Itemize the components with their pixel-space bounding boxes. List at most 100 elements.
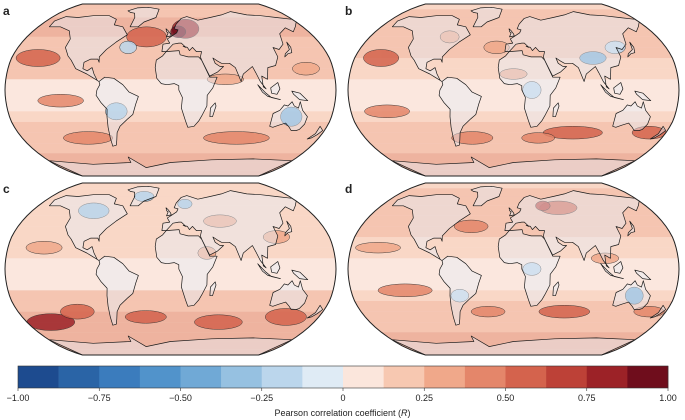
- lat-band: [348, 26, 679, 37]
- lat-band: [5, 58, 336, 69]
- lat-band: [348, 111, 679, 122]
- colorbar-title-text: Pearson correlation coefficient (: [274, 408, 401, 418]
- coastline-north-america: [48, 15, 128, 82]
- colorbar-tick-label: 0.25: [415, 393, 433, 403]
- anomaly-patch: [292, 62, 320, 76]
- anomaly-patch: [522, 262, 542, 276]
- colorbar-title-close: ): [407, 408, 411, 418]
- colorbar-tick-label: −0.75: [88, 393, 111, 403]
- anomaly-patch: [119, 40, 137, 54]
- coastline-greenland: [470, 6, 503, 28]
- lat-band: [348, 290, 679, 301]
- anomaly-patch: [364, 104, 410, 118]
- colorbar-tick-label: 0.75: [578, 393, 596, 403]
- lat-band: [348, 205, 679, 216]
- colorbar-segment: [505, 366, 547, 388]
- colorbar-segment: [343, 366, 384, 388]
- coastline-south-america: [438, 76, 482, 147]
- lat-band: [5, 183, 336, 189]
- anomaly-patch: [203, 214, 237, 228]
- lat-band: [348, 311, 679, 323]
- colorbar-segment: [180, 366, 222, 388]
- lat-band: [348, 162, 679, 171]
- anomaly-patch: [194, 314, 243, 330]
- coastline-antarctica: [391, 335, 636, 355]
- lat-band: [348, 170, 679, 176]
- coastline-japan: [284, 220, 293, 237]
- lat-band: [348, 322, 679, 333]
- coastline-madagascar: [209, 102, 217, 118]
- lat-band: [348, 279, 679, 291]
- anomaly-patch: [377, 283, 433, 297]
- coastline-new-zealand: [649, 125, 667, 140]
- colorbar-segment: [383, 366, 425, 388]
- coastline-borneo: [270, 82, 281, 95]
- coastline-japan: [627, 220, 636, 237]
- coastline-australia: [269, 101, 308, 131]
- coastline-madagascar: [552, 102, 560, 118]
- anomaly-patch: [177, 198, 193, 209]
- colorbar-segment: [18, 366, 59, 388]
- coastline-europe-asia: [504, 190, 640, 269]
- lat-band: [5, 79, 336, 90]
- coastline-indonesia: [600, 263, 624, 279]
- map-panels: [4, 3, 680, 356]
- lat-band: [348, 79, 679, 90]
- colorbar-segment: [424, 366, 466, 388]
- lat-band: [5, 9, 336, 18]
- lat-band: [348, 100, 679, 112]
- coastline-greenland: [127, 6, 160, 28]
- lat-band: [348, 4, 679, 10]
- colorbar-segment: [99, 366, 141, 388]
- lat-band: [5, 247, 336, 259]
- lat-band: [5, 341, 336, 350]
- anomaly-patch: [355, 242, 401, 254]
- anomaly-patch: [265, 308, 307, 326]
- anomaly-patch: [451, 131, 494, 145]
- coastline-new-guinea: [291, 90, 309, 102]
- lat-band: [348, 215, 679, 227]
- anomaly-patch: [579, 51, 607, 65]
- lat-band: [348, 188, 679, 197]
- coastline-antarctica: [48, 335, 293, 355]
- anomaly-patch: [604, 40, 626, 54]
- lat-band: [5, 47, 336, 59]
- lat-band: [5, 188, 336, 197]
- colorbar-segment: [261, 366, 303, 388]
- coastline-new-guinea: [291, 269, 309, 281]
- anomaly-patch: [63, 131, 114, 145]
- lat-band: [348, 183, 679, 189]
- coastline-new-zealand: [649, 304, 667, 319]
- lat-band: [5, 68, 336, 80]
- coastline-uk: [165, 207, 172, 217]
- anomaly-patch: [535, 200, 551, 211]
- anomaly-patch: [625, 286, 644, 305]
- anomaly-patch: [363, 49, 400, 67]
- colorbar-tick-label: 0: [340, 393, 345, 403]
- lat-band: [348, 196, 679, 206]
- lat-band: [348, 58, 679, 69]
- lat-band: [5, 332, 336, 342]
- lat-band: [5, 215, 336, 227]
- coastline-japan: [627, 41, 636, 58]
- anomaly-patch: [60, 303, 95, 320]
- lat-band: [348, 247, 679, 259]
- colorbar-segment: [546, 366, 588, 388]
- coastline-new-guinea: [634, 269, 652, 281]
- colorbar-segment: [58, 366, 100, 388]
- anomaly-patch: [483, 40, 510, 54]
- anomaly-patch: [262, 230, 290, 244]
- anomaly-patch: [522, 81, 542, 99]
- lat-band: [348, 237, 679, 248]
- coastline-new-zealand: [306, 304, 324, 319]
- coastline-japan: [284, 41, 293, 58]
- colorbar-segment: [586, 366, 628, 388]
- lat-band: [5, 36, 336, 48]
- lat-band: [5, 100, 336, 112]
- anomaly-patch: [521, 132, 555, 144]
- coastline-antarctica: [391, 156, 636, 176]
- lat-band: [5, 349, 336, 355]
- anomaly-patch: [499, 68, 528, 80]
- coastline-south-america: [95, 76, 139, 147]
- lat-band: [5, 279, 336, 291]
